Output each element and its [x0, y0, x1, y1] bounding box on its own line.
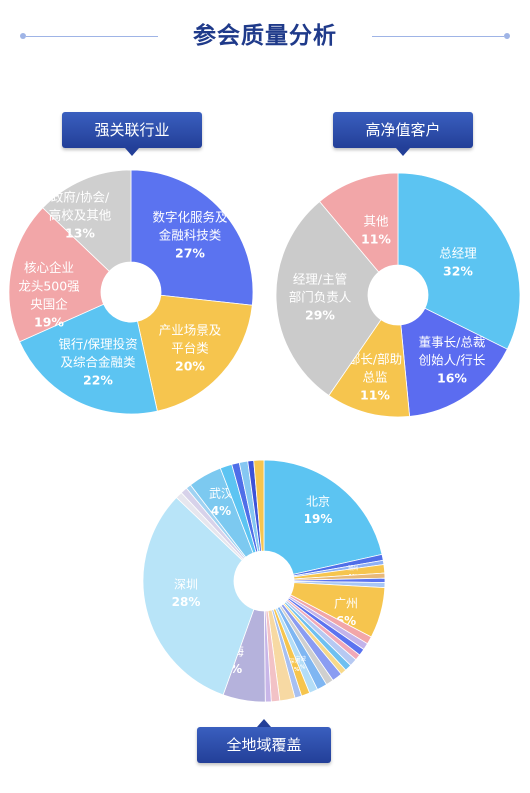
chart-clients-center: [368, 265, 428, 325]
page-title: 参会质量分析: [193, 23, 337, 49]
clients-slice-4-label: 其他: [363, 213, 389, 228]
industry-slice-4-label: 政府/协会/: [51, 189, 110, 204]
banner-industry-label: 强关联行业: [94, 121, 170, 139]
industry-slice-3: [8, 207, 110, 343]
chart-region-center: [234, 551, 294, 611]
region-slice-0-label: 北京: [306, 495, 330, 509]
industry-slice-3-label: 央国企: [30, 296, 68, 311]
region-slice-29-value: 4%: [211, 504, 231, 518]
industry-slice-2-label: 银行/保理投资: [58, 336, 137, 351]
industry-slice-3-label: 核心企业: [24, 260, 74, 275]
industry-slice-0-value: 27%: [175, 246, 205, 261]
chart-industry-center: [101, 262, 161, 322]
clients-slice-1-label: 创始人/行长: [419, 352, 486, 367]
region-slice-19-value: 1%: [290, 667, 300, 673]
industry-slice-1-value: 20%: [175, 359, 205, 374]
banner-industry-pointer: [125, 148, 139, 156]
clients-slice-0-label: 总经理: [439, 245, 477, 260]
clients-slice-4-value: 11%: [361, 231, 391, 246]
clients-slice-2-value: 11%: [360, 388, 390, 403]
clients-slice-2-label: 部长/部助: [348, 351, 402, 366]
clients-slice-3-value: 29%: [305, 308, 335, 323]
industry-slice-4-value: 13%: [65, 226, 95, 241]
banner-clients-pointer: [396, 148, 410, 156]
region-slice-19-label: 深圳: [289, 657, 301, 665]
industry-slice-2-value: 22%: [83, 373, 113, 388]
industry-slice-4-label: 高校及其他: [49, 207, 112, 222]
banner-industry: 强关联行业: [62, 112, 202, 148]
industry-slice-3-value: 19%: [34, 315, 64, 330]
title-decoration-line-left: [26, 36, 158, 37]
title-decoration-line-right: [372, 36, 504, 37]
banner-region-label: 全地域覆盖: [226, 736, 302, 754]
clients-slice-1-label: 董事长/总裁: [419, 334, 486, 349]
region-slice-7-label: 广州: [334, 597, 358, 611]
title-decoration-dot-right: [504, 33, 510, 39]
region-slice-25-label: 深圳: [174, 578, 198, 592]
banner-region: 全地域覆盖: [197, 727, 331, 763]
region-slice-18-value: 1%: [296, 665, 306, 671]
industry-slice-2-label: 及综合金融类: [60, 354, 136, 369]
banner-clients-label: 高净值客户: [365, 121, 441, 139]
clients-slice-3-label: 经理/主管: [293, 271, 347, 286]
region-slice-25-value: 28%: [172, 595, 201, 609]
region-slice-3-label: 潮州: [348, 564, 359, 572]
title-decoration-dot-left: [20, 33, 26, 39]
industry-slice-1-label: 平台类: [171, 340, 209, 355]
industry-slice-1-label: 产业场景及: [159, 322, 222, 337]
region-slice-18-label: 宁波: [295, 655, 307, 663]
industry-slice-3-label: 龙头500强: [18, 278, 80, 293]
banner-region-pointer: [257, 719, 271, 727]
clients-slice-0-value: 32%: [443, 263, 473, 278]
region-slice-29-label: 武汉: [209, 487, 233, 501]
industry-slice-0-label: 数字化服务及: [152, 209, 228, 224]
region-slice-0-value: 19%: [304, 512, 333, 526]
banner-clients: 高净值客户: [333, 112, 473, 148]
industry-slice-0-label: 金融科技类: [159, 227, 222, 242]
clients-slice-2-label: 总监: [362, 369, 387, 384]
clients-slice-1-value: 16%: [437, 371, 467, 386]
clients-slice-3-label: 部门负责人: [289, 289, 352, 304]
